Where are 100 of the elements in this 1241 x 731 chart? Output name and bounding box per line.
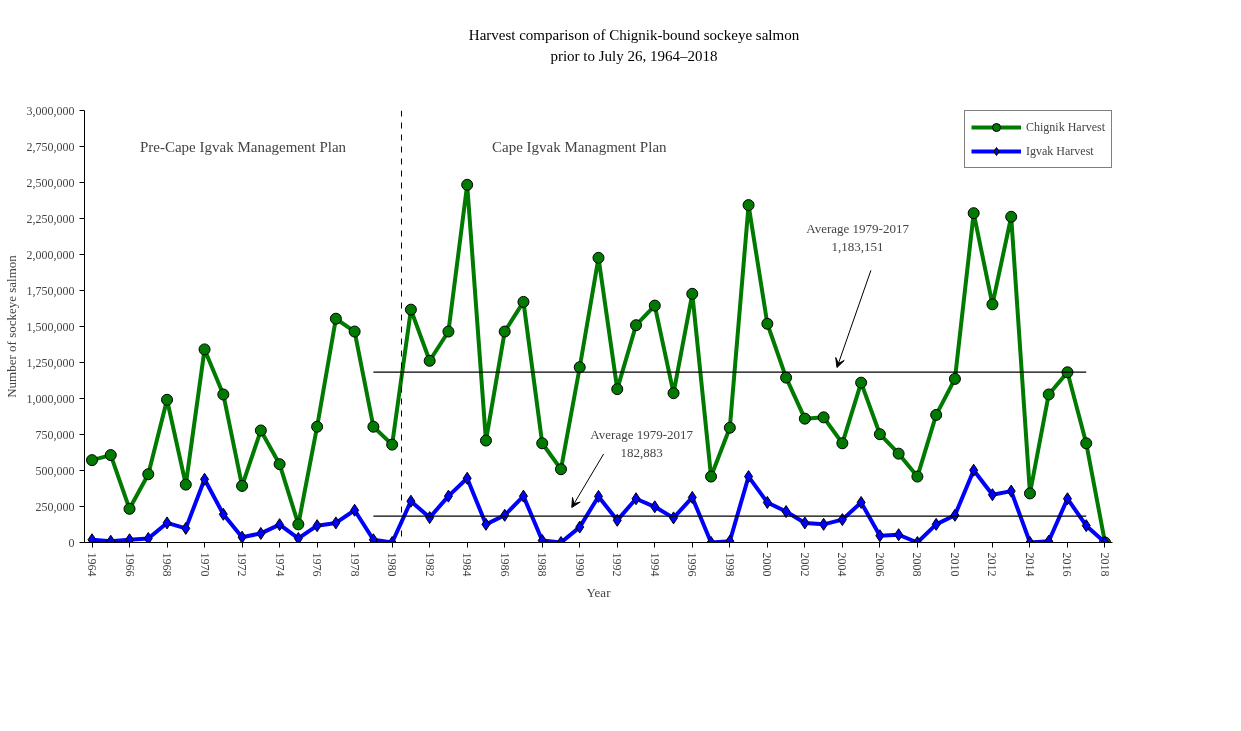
- point: [254, 424, 267, 437]
- point: [592, 251, 605, 264]
- point: [1005, 210, 1018, 223]
- point: [123, 502, 136, 515]
- point: [667, 387, 680, 400]
- x-tick-label: 1966: [122, 552, 137, 577]
- point: [723, 421, 736, 434]
- point: [987, 488, 997, 502]
- point: [518, 489, 528, 503]
- point: [1080, 437, 1093, 450]
- point: [275, 518, 285, 532]
- y-tick-label: 250,000: [35, 499, 75, 514]
- point: [611, 383, 624, 396]
- x-tick-label: 2014: [1022, 552, 1037, 577]
- point: [855, 376, 868, 389]
- point: [687, 490, 697, 504]
- point: [143, 531, 153, 543]
- point: [236, 479, 249, 492]
- point: [1023, 487, 1036, 500]
- point: [386, 438, 399, 451]
- point: [967, 207, 980, 220]
- point: [293, 531, 303, 543]
- point: [650, 500, 660, 514]
- x-tick-label: 2018: [1098, 552, 1112, 577]
- point: [630, 319, 643, 332]
- point: [986, 298, 999, 311]
- y-tick-label: 3,000,000: [26, 103, 75, 118]
- point: [329, 312, 342, 325]
- point: [350, 503, 360, 517]
- point: [462, 471, 472, 485]
- point: [348, 325, 361, 338]
- point: [930, 408, 943, 421]
- y-tick-label: 2,000,000: [26, 247, 75, 262]
- x-tick-label: 1984: [460, 552, 475, 577]
- x-tick-label: 1980: [385, 552, 400, 577]
- x-tick-label: 2000: [760, 552, 775, 577]
- point: [1062, 492, 1072, 506]
- point: [1081, 519, 1091, 533]
- point: [218, 507, 228, 521]
- x-tick-label: 2006: [872, 552, 887, 577]
- point: [198, 343, 211, 356]
- point: [742, 199, 755, 212]
- point: [686, 287, 699, 300]
- x-tick-label: 1990: [572, 552, 587, 577]
- point: [969, 463, 979, 477]
- y-tick-label: 1,000,000: [26, 391, 75, 406]
- point: [705, 470, 718, 483]
- point: [217, 388, 230, 401]
- annotation: Cape Igvak Managment Plan: [492, 139, 668, 156]
- point: [554, 463, 567, 476]
- point: [368, 533, 378, 543]
- point: [837, 513, 847, 527]
- x-tick-label: 2010: [947, 552, 962, 577]
- point: [875, 529, 885, 543]
- x-tick-label: 1992: [610, 552, 625, 577]
- point: [817, 411, 830, 424]
- point: [86, 454, 98, 467]
- point: [873, 428, 886, 441]
- point: [423, 354, 436, 367]
- y-axis-title: Number of sockeye salmon: [3, 254, 19, 398]
- point: [911, 470, 924, 483]
- point: [931, 517, 941, 531]
- y-tick-label: 1,500,000: [26, 319, 75, 334]
- point: [442, 325, 455, 338]
- point: [1042, 388, 1055, 401]
- x-tick-label: 1970: [197, 552, 212, 577]
- x-tick-label: 2008: [910, 552, 925, 577]
- point: [498, 325, 511, 338]
- x-tick-label: 1986: [497, 552, 512, 577]
- y-tick-label: 750,000: [35, 427, 75, 442]
- x-tick-label: 2002: [797, 552, 812, 577]
- x-tick-label: 2012: [985, 552, 1000, 577]
- x-tick-label: 1988: [535, 552, 550, 577]
- point: [1006, 484, 1016, 498]
- y-tick-label: 500,000: [35, 463, 75, 478]
- point: [406, 494, 416, 508]
- point: [461, 178, 474, 191]
- x-axis-title: Year: [586, 584, 612, 600]
- x-tick-label: 1972: [235, 552, 250, 577]
- x-tick-label: 1996: [685, 552, 700, 577]
- y-tick-label: 2,250,000: [26, 211, 75, 226]
- annotation: Pre-Cape Igvak Management Plan: [139, 139, 347, 156]
- point: [312, 519, 322, 533]
- annotation: Average 1979-2017 1,183,151: [806, 220, 910, 254]
- point: [819, 517, 829, 531]
- legend-label: Chignik Harvest: [1026, 119, 1105, 135]
- point: [481, 517, 491, 531]
- point: [311, 420, 324, 433]
- point: [798, 412, 811, 425]
- point: [800, 516, 810, 530]
- point: [762, 495, 772, 509]
- point: [780, 371, 793, 384]
- point: [781, 505, 791, 519]
- point: [237, 530, 247, 543]
- legend-label: Igvak Harvest: [1026, 143, 1094, 159]
- point: [162, 516, 172, 530]
- point: [161, 393, 174, 406]
- x-tick-label: 1968: [160, 552, 175, 577]
- y-tick-label: 2,500,000: [26, 175, 75, 190]
- y-tick-label: 0: [68, 535, 75, 550]
